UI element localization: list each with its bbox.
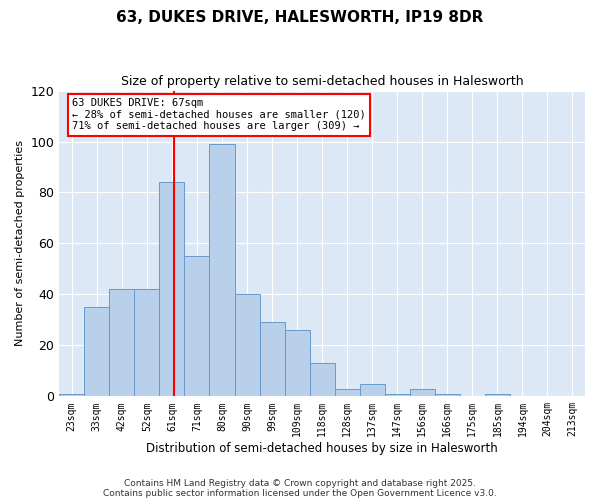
Bar [134,290,160,397]
Bar [260,322,284,396]
Y-axis label: Number of semi-detached properties: Number of semi-detached properties [15,140,25,346]
X-axis label: Distribution of semi-detached houses by size in Halesworth: Distribution of semi-detached houses by … [146,442,498,455]
Bar [485,394,510,396]
Bar [85,307,109,396]
Text: 63, DUKES DRIVE, HALESWORTH, IP19 8DR: 63, DUKES DRIVE, HALESWORTH, IP19 8DR [116,10,484,25]
Text: Contains HM Land Registry data © Crown copyright and database right 2025.: Contains HM Land Registry data © Crown c… [124,478,476,488]
Bar [284,330,310,396]
Bar [410,388,435,396]
Bar [209,144,235,397]
Bar [109,290,134,397]
Bar [59,394,85,396]
Bar [385,394,410,396]
Bar [160,182,184,396]
Bar [235,294,260,396]
Bar [310,363,335,396]
Bar [184,256,209,396]
Text: Contains public sector information licensed under the Open Government Licence v3: Contains public sector information licen… [103,488,497,498]
Bar [335,388,359,396]
Title: Size of property relative to semi-detached houses in Halesworth: Size of property relative to semi-detach… [121,75,523,88]
Bar [435,394,460,396]
Bar [359,384,385,396]
Text: 63 DUKES DRIVE: 67sqm
← 28% of semi-detached houses are smaller (120)
71% of sem: 63 DUKES DRIVE: 67sqm ← 28% of semi-deta… [72,98,365,132]
